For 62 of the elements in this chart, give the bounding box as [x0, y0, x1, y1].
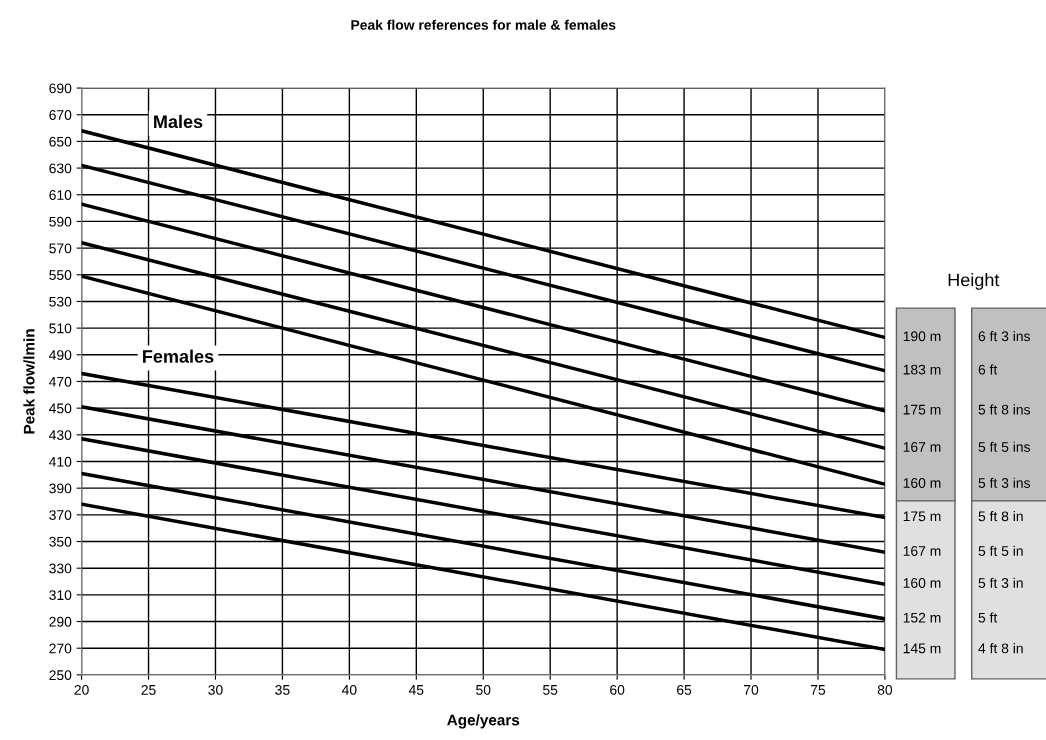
x-tick-label: 50 [476, 684, 491, 695]
y-tick-label: 330 [49, 563, 72, 574]
x-tick-label: 25 [141, 684, 156, 695]
text: 5 ft 3 ins [978, 477, 1031, 488]
text: 5 ft 8 in [978, 511, 1023, 522]
x-tick-label: 55 [543, 685, 558, 695]
x-tick-label: 60 [610, 684, 625, 695]
text: 5 ft 5 in [978, 545, 1023, 556]
y-tick-label: 450 [49, 403, 72, 414]
series-label: 183 m [903, 364, 941, 375]
y-tick-label: 550 [49, 270, 72, 280]
x-tick-label: 75 [810, 685, 826, 695]
y-tick-label: 290 [49, 616, 72, 627]
y-tick-label: 570 [49, 243, 72, 254]
y-tick-label: 630 [49, 163, 72, 174]
x-tick-label: 30 [208, 684, 223, 695]
y-tick-label: 490 [49, 350, 72, 360]
y-tick-label: 350 [49, 536, 72, 547]
y-tick-label: 370 [49, 510, 72, 521]
text: 5 ft [978, 612, 998, 623]
text: 4 ft 8 in [978, 643, 1023, 654]
x-tick-label: 20 [74, 684, 89, 695]
y-tick-label: 470 [49, 376, 72, 387]
x-axis-title: Age/years [447, 714, 520, 729]
series-label: 190 m [903, 331, 941, 342]
series-label: 145 m [903, 643, 941, 654]
y-tick-label: 390 [49, 483, 72, 494]
text: Height [948, 273, 1000, 290]
annotation: Males [154, 114, 203, 129]
y-tick-label: 530 [49, 296, 72, 307]
y-tick-label: 430 [49, 430, 72, 440]
annotation: Females [143, 349, 214, 363]
text: 6 ft 3 ins [978, 330, 1031, 342]
x-tick-label: 45 [408, 685, 424, 695]
chart-title: Peak flow references for male & females [351, 19, 616, 30]
series-label: 160 m [903, 578, 941, 588]
y-axis-title: Peak flow/lmin [23, 329, 35, 434]
series-label: 167 m [903, 442, 941, 452]
y-tick-label: 250 [49, 670, 72, 681]
y-tick-label: 270 [49, 643, 72, 654]
y-tick-label: 590 [49, 216, 72, 227]
y-tick-label: 510 [49, 323, 72, 334]
x-tick-label: 80 [877, 684, 893, 695]
y-tick-label: 610 [49, 190, 72, 200]
x-tick-label: 70 [744, 684, 759, 695]
y-tick-label: 410 [49, 456, 72, 467]
series-label: 167 m [903, 546, 941, 556]
text: 5 ft 3 in [978, 577, 1023, 588]
series-label: 175 m [903, 404, 941, 415]
series-label: 160 m [903, 478, 941, 488]
text: 5 ft 5 ins [978, 441, 1031, 452]
y-tick-label: 650 [49, 136, 72, 147]
y-tick-label: 310 [49, 590, 72, 601]
y-tick-label: 670 [49, 110, 72, 120]
x-tick-label: 35 [275, 684, 290, 695]
y-tick-label: 690 [49, 83, 72, 94]
series-label: 152 m [903, 612, 941, 623]
x-tick-label: 65 [677, 684, 692, 695]
text: 5 ft 8 ins [978, 404, 1031, 415]
x-tick-label: 40 [341, 684, 357, 695]
text: 6 ft [978, 364, 998, 375]
series-label: 175 m [903, 511, 941, 522]
